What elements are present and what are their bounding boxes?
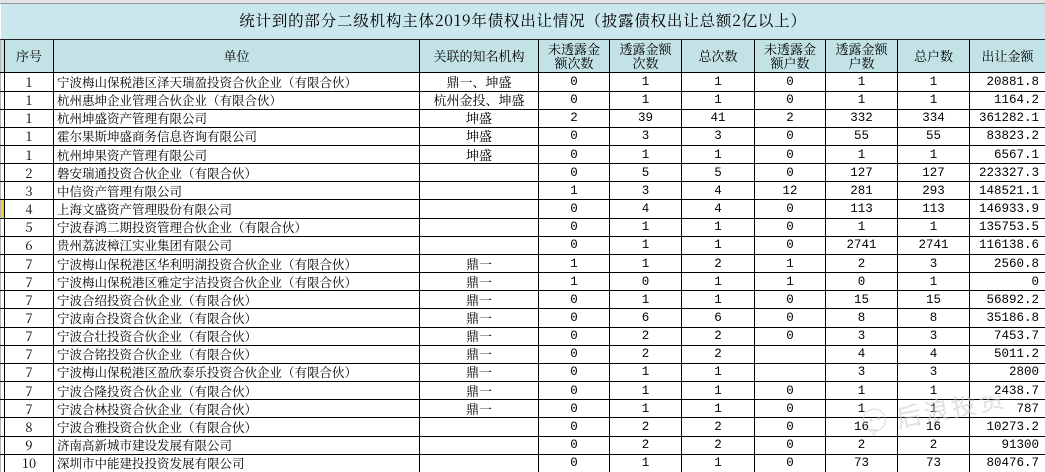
svg-text:后浪投资: 后浪投资 [893, 396, 1010, 435]
